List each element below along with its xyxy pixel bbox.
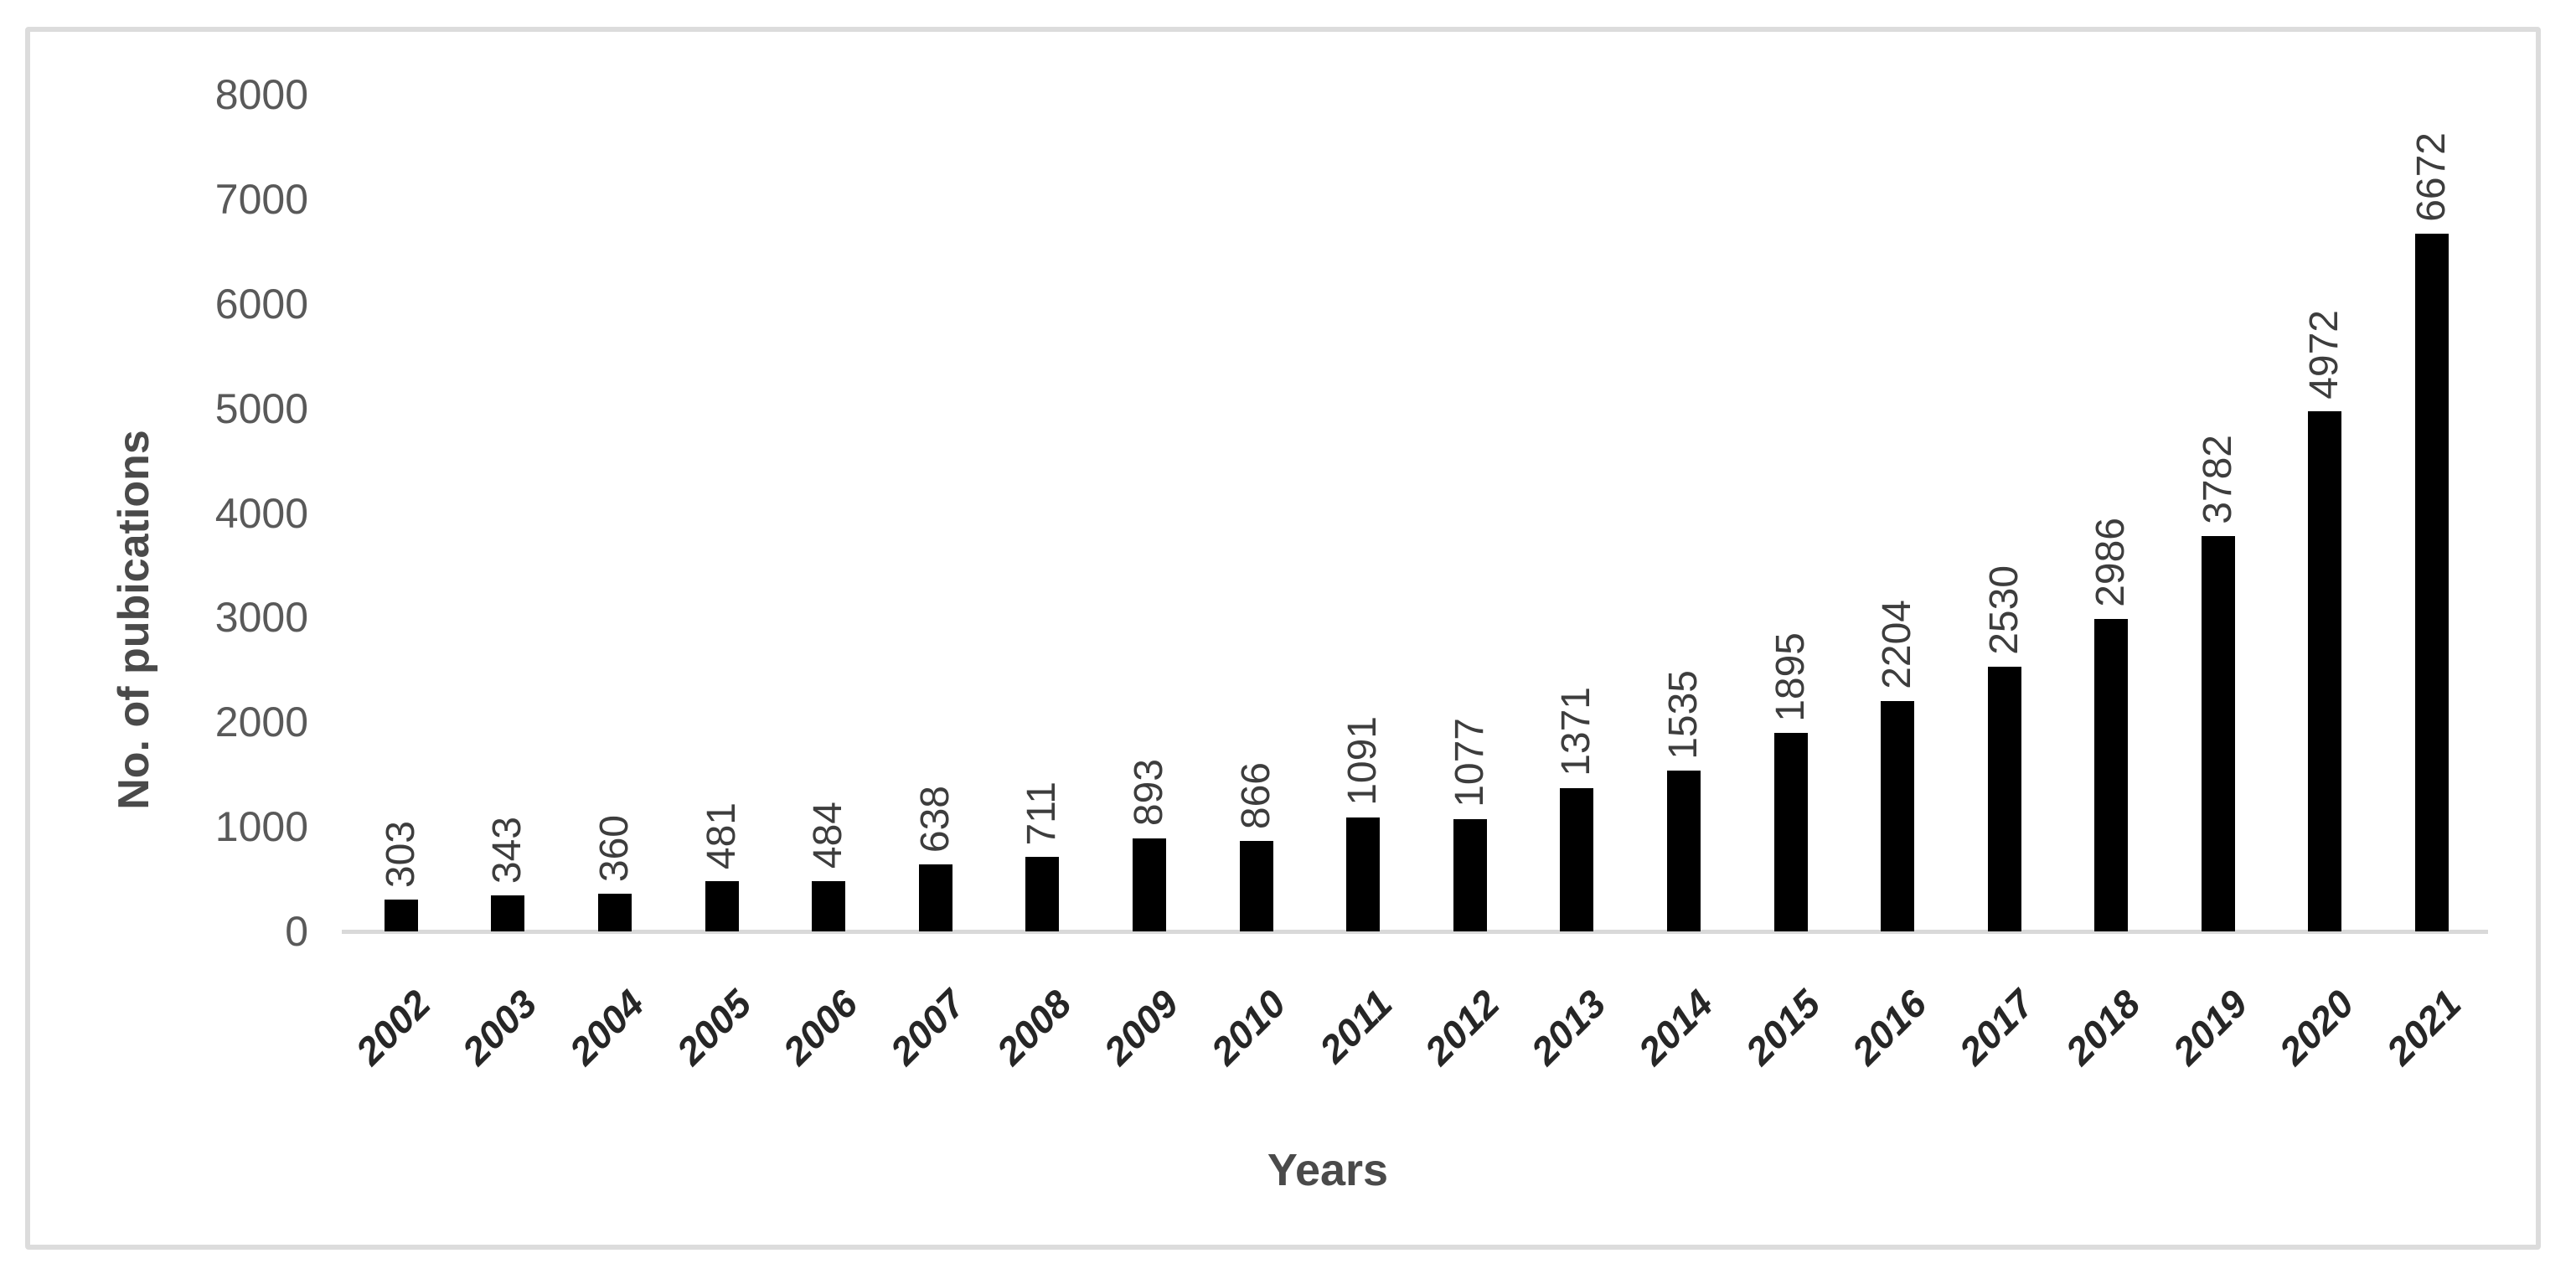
x-axis-line bbox=[342, 930, 2488, 934]
bar-2015 bbox=[1773, 733, 1808, 931]
bar-2006 bbox=[812, 880, 846, 931]
bar-group-2012: 1077 2012 bbox=[1416, 95, 1524, 1073]
bar-group-2003: 343 2003 bbox=[454, 95, 562, 1073]
bar-group-2018: 2986 2018 bbox=[2057, 95, 2166, 1073]
bar-2008 bbox=[1025, 857, 1060, 931]
y-tick-label-3000: 3000 bbox=[214, 594, 308, 642]
bar-2005 bbox=[705, 880, 739, 931]
y-tick-label-6000: 6000 bbox=[214, 280, 308, 327]
bar-2020 bbox=[2308, 411, 2342, 931]
bar-2007 bbox=[918, 864, 952, 931]
bar-2010 bbox=[1239, 840, 1273, 931]
bar-group-2015: 1895 2015 bbox=[1737, 95, 1845, 1073]
bar-2002 bbox=[384, 900, 418, 931]
bar-group-2020: 4972 2020 bbox=[2271, 95, 2379, 1073]
bar-value-label-2021: 6672 bbox=[2409, 132, 2455, 222]
bar-value-label-2014: 1535 bbox=[1660, 669, 1706, 760]
bar-group-2017: 2530 2017 bbox=[1950, 95, 2058, 1073]
y-tick-label-2000: 2000 bbox=[214, 699, 308, 746]
bar-2012 bbox=[1453, 818, 1487, 931]
bar-group-2005: 481 2005 bbox=[668, 95, 776, 1073]
x-axis-title: Years bbox=[1267, 1145, 1389, 1195]
y-tick-label-4000: 4000 bbox=[214, 489, 308, 537]
y-tick-label-7000: 7000 bbox=[214, 175, 308, 223]
bar-group-2010: 866 2010 bbox=[1202, 95, 1310, 1073]
bar-value-label-2017: 2530 bbox=[1981, 565, 2026, 656]
bar-2013 bbox=[1560, 787, 1594, 931]
bar-2017 bbox=[1987, 667, 2021, 931]
bar-value-label-2020: 4972 bbox=[2302, 310, 2347, 400]
bar-2011 bbox=[1346, 817, 1381, 931]
bar-group-2013: 1371 2013 bbox=[1523, 95, 1631, 1073]
y-tick-label-0: 0 bbox=[285, 908, 308, 955]
bar-2018 bbox=[2094, 619, 2129, 931]
bar-group-2006: 484 2006 bbox=[775, 95, 882, 1073]
bar-group-2021: 6672 2021 bbox=[2378, 95, 2486, 1073]
bar-value-label-2018: 2986 bbox=[2088, 518, 2134, 608]
bar-2004 bbox=[597, 894, 632, 931]
bar-2014 bbox=[1666, 771, 1701, 931]
bar-value-label-2009: 893 bbox=[1126, 759, 1171, 827]
bar-value-label-2004: 360 bbox=[591, 814, 637, 883]
bar-2003 bbox=[491, 895, 525, 931]
bar-value-label-2002: 303 bbox=[378, 821, 423, 889]
bar-group-2011: 1091 2011 bbox=[1309, 95, 1417, 1071]
bar-group-2008: 711 2008 bbox=[989, 95, 1097, 1073]
bar-value-label-2008: 711 bbox=[1020, 781, 1065, 846]
bar-2009 bbox=[1132, 838, 1166, 931]
bar-value-label-2003: 343 bbox=[485, 817, 530, 884]
bar-group-2002: 303 2002 bbox=[347, 95, 455, 1073]
bar-group-2007: 638 2007 bbox=[881, 95, 989, 1073]
bar-group-2014: 1535 2014 bbox=[1629, 95, 1737, 1073]
y-tick-label-5000: 5000 bbox=[214, 384, 308, 432]
bar-value-label-2011: 1091 bbox=[1340, 715, 1386, 806]
bar-value-label-2010: 866 bbox=[1233, 761, 1278, 829]
bar-value-label-2012: 1077 bbox=[1447, 717, 1492, 807]
y-tick-label-8000: 8000 bbox=[214, 71, 308, 118]
bar-value-label-2019: 3782 bbox=[2195, 434, 2240, 524]
bar-value-label-2006: 484 bbox=[806, 802, 851, 869]
bar-group-2004: 360 2004 bbox=[560, 95, 669, 1073]
bar-value-label-2016: 2204 bbox=[1875, 600, 1920, 689]
bar-value-label-2005: 481 bbox=[699, 802, 744, 869]
plot-area: 303 2002 343 2003 360 2004 481 2005 484 2006 638 20… bbox=[347, 95, 2486, 1073]
bar-value-label-2013: 1371 bbox=[1554, 687, 1599, 776]
y-axis-title: No. of pubications bbox=[110, 430, 158, 810]
bar-group-2016: 2204 2016 bbox=[1844, 95, 1951, 1073]
y-tick-label-1000: 1000 bbox=[214, 803, 308, 851]
bar-2016 bbox=[1881, 700, 1915, 931]
bar-value-label-2007: 638 bbox=[912, 786, 958, 854]
bar-value-label-2015: 1895 bbox=[1768, 632, 1813, 722]
bar-2019 bbox=[2201, 535, 2235, 931]
bar-group-2009: 893 2009 bbox=[1095, 95, 1203, 1073]
bar-group-2019: 3782 2019 bbox=[2164, 95, 2272, 1073]
bar-2021 bbox=[2415, 233, 2450, 931]
